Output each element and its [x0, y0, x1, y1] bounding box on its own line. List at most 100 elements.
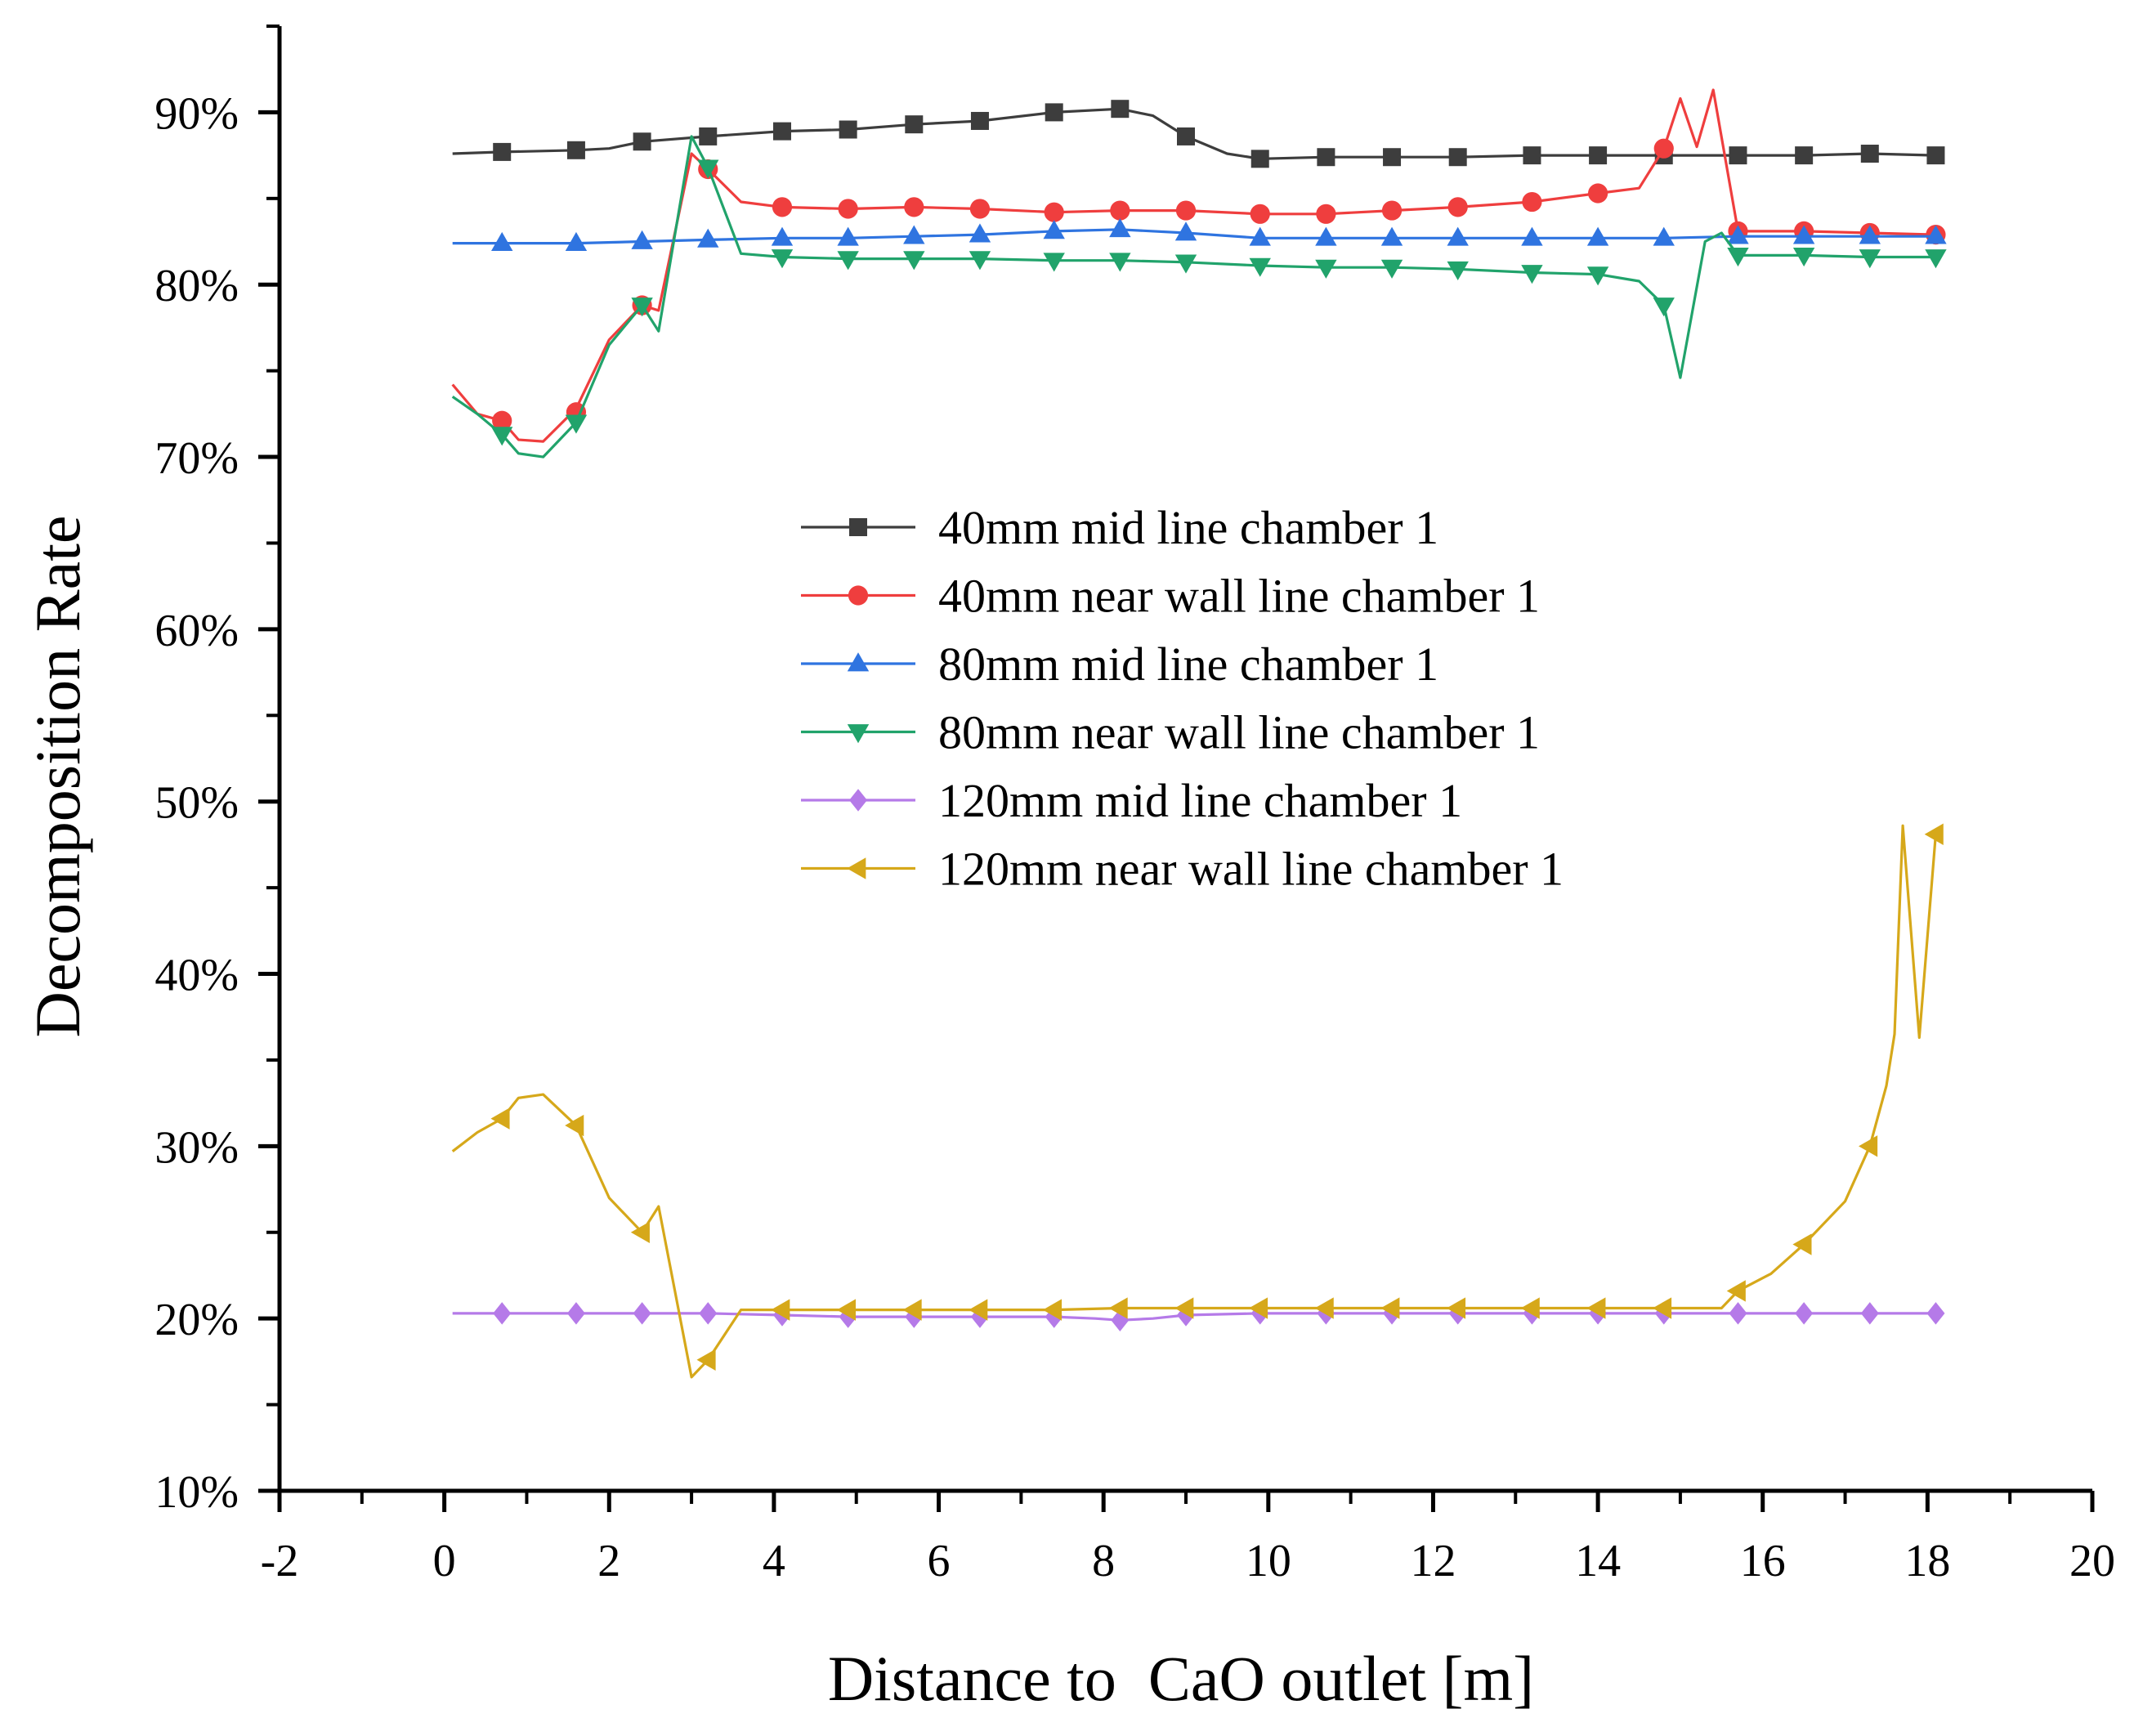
data-point	[631, 298, 653, 317]
data-point	[630, 1221, 650, 1243]
series-4	[451, 135, 1947, 459]
legend: 40mm mid line chamber 1 40mm near wall li…	[801, 501, 1564, 896]
x-tick-label: 14	[1575, 1536, 1621, 1586]
legend-label: 120mm near wall line chamber 1	[938, 843, 1564, 896]
data-point	[1043, 220, 1065, 239]
x-tick-label: -2	[261, 1536, 299, 1586]
data-point	[565, 414, 588, 434]
data-point	[1586, 1297, 1606, 1319]
data-point	[1177, 127, 1195, 145]
data-point	[1652, 1297, 1672, 1319]
data-point	[969, 199, 991, 219]
data-point	[566, 141, 585, 159]
data-point	[1109, 218, 1131, 238]
data-point	[1729, 146, 1747, 165]
data-point	[1250, 204, 1270, 224]
data-point	[1924, 823, 1944, 845]
data-point	[1315, 226, 1337, 246]
data-point	[1520, 1297, 1540, 1319]
x-tick-label: 12	[1410, 1536, 1456, 1586]
data-point	[1108, 1297, 1128, 1319]
legend-marker	[848, 585, 869, 606]
data-point	[772, 122, 791, 141]
data-point	[631, 230, 653, 249]
data-point	[1587, 183, 1608, 204]
series-line	[451, 824, 1937, 1379]
data-point	[1925, 249, 1947, 269]
data-point	[1249, 226, 1271, 246]
series-6	[451, 823, 1944, 1379]
x-tick-label: 6	[928, 1536, 951, 1586]
data-point	[1795, 146, 1814, 165]
data-point	[1653, 138, 1674, 159]
data-point	[696, 1349, 716, 1371]
y-tick-label: 10%	[154, 1467, 239, 1518]
y-tick-label: 90%	[154, 88, 239, 139]
data-point	[1926, 146, 1945, 165]
data-point	[903, 251, 925, 271]
legend-label: 80mm mid line chamber 1	[938, 638, 1438, 691]
x-tick-label: 0	[433, 1536, 456, 1586]
data-point	[904, 197, 924, 217]
data-point	[1174, 1297, 1194, 1319]
data-point	[1521, 226, 1543, 246]
data-point	[772, 197, 793, 217]
data-point	[1653, 226, 1675, 246]
x-tick-label: 4	[763, 1536, 785, 1586]
legend-label: 40mm mid line chamber 1	[938, 501, 1438, 554]
x-tick-label: 10	[1246, 1536, 1291, 1586]
data-point	[970, 111, 989, 130]
data-point	[1109, 253, 1131, 272]
data-point	[1447, 226, 1469, 246]
data-point	[1381, 200, 1403, 221]
data-point	[699, 127, 718, 145]
data-point	[491, 231, 513, 251]
data-point	[903, 225, 925, 244]
series-line	[451, 88, 1936, 443]
data-point	[1111, 100, 1130, 119]
data-point	[902, 1299, 922, 1321]
data-point	[969, 223, 991, 243]
y-tick-label: 50%	[154, 778, 239, 829]
data-point	[839, 120, 857, 139]
legend-entry-1: 40mm mid line chamber 1	[801, 501, 1438, 554]
legend-entry-2: 40mm near wall line chamber 1	[801, 570, 1540, 623]
data-point	[837, 251, 859, 271]
data-point	[1860, 1302, 1879, 1325]
data-point	[1248, 1297, 1268, 1319]
data-point	[1727, 225, 1749, 244]
y-axis-title: Decomposition Rate	[22, 515, 93, 1037]
legend-label: 80mm near wall line chamber 1	[938, 706, 1540, 759]
data-point	[1792, 248, 1815, 267]
data-point	[1860, 145, 1879, 163]
data-point	[1859, 1135, 1878, 1157]
data-point	[1174, 221, 1197, 241]
data-point	[1316, 204, 1336, 224]
legend-marker	[847, 652, 870, 672]
data-point	[493, 142, 512, 161]
data-point	[771, 249, 794, 269]
data-point	[1792, 225, 1815, 244]
data-point	[1314, 1297, 1334, 1319]
data-point	[566, 1302, 585, 1325]
data-point	[1174, 254, 1197, 274]
y-tick-label: 30%	[154, 1122, 239, 1173]
data-point	[1586, 226, 1609, 246]
data-point	[1926, 1302, 1945, 1325]
x-tick-label: 20	[2069, 1536, 2115, 1586]
data-point	[1727, 248, 1749, 267]
data-point	[1859, 249, 1881, 269]
data-point	[1383, 148, 1402, 167]
legend-entry-4: 80mm near wall line chamber 1	[801, 706, 1540, 759]
data-point	[838, 199, 858, 219]
data-point	[1380, 1297, 1400, 1319]
data-point	[1317, 148, 1335, 167]
data-point	[1175, 200, 1197, 221]
data-point	[1045, 103, 1063, 122]
series-layer	[451, 88, 1947, 1379]
data-point	[837, 226, 859, 246]
data-point	[1729, 1302, 1747, 1325]
x-tick-label: 18	[1904, 1536, 1950, 1586]
y-tick-label: 20%	[154, 1295, 239, 1345]
